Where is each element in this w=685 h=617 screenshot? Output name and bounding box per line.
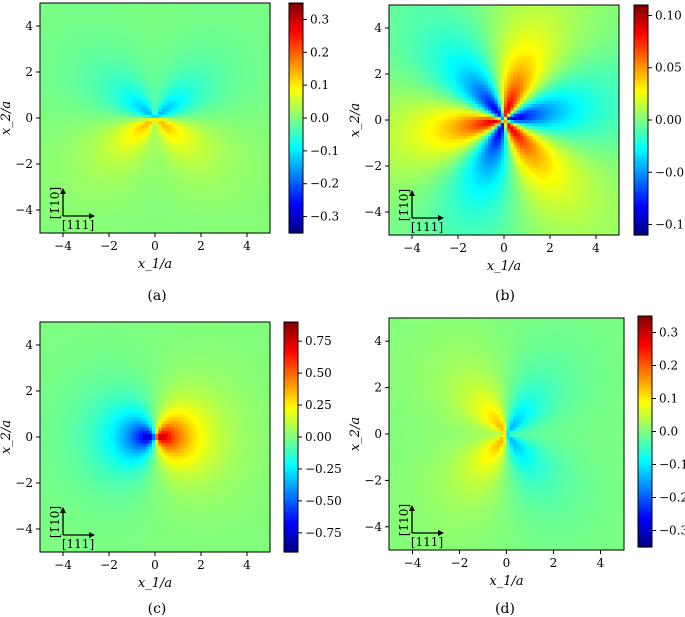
colorbar-tick-label: −0.05 <box>655 165 685 179</box>
x-tick-label: 2 <box>197 558 205 572</box>
x-axis-label: x_1/a <box>489 574 523 589</box>
panel-b: −4 −2 0 2 4−4−2024x_1/ax_2/a[1̄10][111]0.100… <box>348 5 685 304</box>
y-tick-label: 4 <box>25 338 33 352</box>
panel-c: −4 −2 0 2 4−4−2024x_1/ax_2/a[1̄10][111]0.750… <box>0 322 342 617</box>
x-tick-label: 4 <box>592 241 600 255</box>
y-axis-label: x_2/a <box>0 101 14 135</box>
colorbar-tick-label: 0.05 <box>655 61 682 75</box>
colorbar-tick-label: 0.0 <box>659 425 678 439</box>
colorbar-tick-label: −0.3 <box>310 210 339 224</box>
colorbar-tick-label: 0.10 <box>655 8 682 22</box>
orientation-vertical-label: [1̄10] <box>397 189 411 221</box>
y-axis-label: x_2/a <box>348 103 363 137</box>
y-axis-label: x_2/a <box>0 420 14 454</box>
panel-d: −4 −2 0 2 4−4−2024x_1/ax_2/a[1̄10][111]0.30.… <box>348 316 685 617</box>
colorbar-tick-label: −0.50 <box>305 494 342 508</box>
colorbar-tick-label: 0.1 <box>310 78 329 92</box>
orientation-horizontal-label: [111] <box>62 218 94 232</box>
colorbar: 0.3 0.2 0.1 0.0 −0.1 −0.2 −0.3 <box>289 3 339 234</box>
heatmap <box>389 5 620 236</box>
orientation-vertical-label: [1̄10] <box>48 187 62 219</box>
y-tick-label: 2 <box>25 384 33 398</box>
y-tick-label: −4 <box>364 520 382 534</box>
panel-caption: (b) <box>495 288 515 304</box>
heatmap <box>389 318 625 551</box>
colorbar-tick-label: 0.75 <box>305 334 332 348</box>
x-axis-label: x_1/a <box>138 576 172 591</box>
x-tick-label: 0 <box>151 239 159 253</box>
colorbar-tick-label: 0.3 <box>310 12 329 26</box>
y-tick-label: −4 <box>364 205 382 219</box>
x-tick-label: 0 <box>503 556 511 570</box>
colorbar-tick-label: −0.25 <box>305 462 342 476</box>
y-tick-label: 2 <box>25 65 33 79</box>
colorbar-tick-label: 0.00 <box>655 113 682 127</box>
x-tick-label: −2 <box>100 558 118 572</box>
colorbar-tick-label: 0.25 <box>305 398 332 412</box>
x-tick-label: 4 <box>243 239 251 253</box>
y-tick-label: 0 <box>374 427 382 441</box>
y-tick-label: 0 <box>25 430 33 444</box>
y-tick-label: −2 <box>15 157 33 171</box>
colorbar-tick-label: 0.3 <box>659 326 678 340</box>
colorbar-tick-label: 0.1 <box>659 392 678 406</box>
x-axis-label: x_1/a <box>138 257 172 272</box>
orientation-vertical-label: [1̄10] <box>397 504 411 536</box>
y-axis-label: x_2/a <box>348 417 363 451</box>
colorbar: 0.3 0.2 0.1 0.0 −0.1 −0.2 −0.3 <box>638 316 685 548</box>
colorbar-tick-label: −0.10 <box>655 218 685 232</box>
colorbar-tick-label: −0.75 <box>305 526 342 540</box>
x-tick-label: 2 <box>546 241 554 255</box>
panel-a: −4 −2 0 2 4−4−2024x_1/ax_2/a[1̄10][111]0.30.… <box>0 3 339 304</box>
orientation-horizontal-label: [111] <box>62 537 94 551</box>
x-tick-label: 4 <box>243 558 251 572</box>
y-tick-label: 0 <box>374 113 382 127</box>
x-tick-label: 2 <box>550 556 558 570</box>
orientation-horizontal-label: [111] <box>411 535 443 549</box>
orientation-horizontal-label: [111] <box>411 220 443 234</box>
y-tick-label: −4 <box>15 203 33 217</box>
y-tick-label: −2 <box>364 159 382 173</box>
y-tick-label: −4 <box>15 522 33 536</box>
colorbar-tick-label: 0.00 <box>305 430 332 444</box>
x-axis-label: x_1/a <box>487 259 521 274</box>
y-tick-label: 4 <box>374 334 382 348</box>
colorbar-tick-label: −0.2 <box>659 491 685 505</box>
x-tick-label: −2 <box>449 241 467 255</box>
colorbar-tick-label: 0.50 <box>305 366 332 380</box>
x-tick-label: −4 <box>54 558 72 572</box>
panel-caption: (c) <box>148 601 167 617</box>
y-tick-label: 2 <box>374 67 382 81</box>
x-tick-label: −4 <box>403 241 421 255</box>
colorbar-tick-label: −0.1 <box>310 144 339 158</box>
y-tick-label: 4 <box>25 19 33 33</box>
x-tick-label: −2 <box>100 239 118 253</box>
x-tick-label: −4 <box>54 239 72 253</box>
colorbar-tick-label: −0.2 <box>310 177 339 191</box>
x-tick-label: 0 <box>151 558 159 572</box>
colorbar-tick-label: 0.2 <box>310 45 329 59</box>
x-tick-label: −2 <box>451 556 469 570</box>
y-tick-label: 0 <box>25 111 33 125</box>
y-tick-label: −2 <box>15 476 33 490</box>
colorbar-tick-label: 0.2 <box>659 359 678 373</box>
panel-caption: (a) <box>147 288 166 304</box>
colorbar-tick-label: −0.1 <box>659 458 685 472</box>
x-tick-label: −4 <box>404 556 422 570</box>
heatmap <box>40 3 271 234</box>
colorbar: 0.10 0.05 0.00 −0.05 −0.10 <box>634 5 685 236</box>
y-tick-label: 4 <box>374 21 382 35</box>
y-tick-label: −2 <box>364 473 382 487</box>
y-tick-label: 2 <box>374 381 382 395</box>
colorbar: 0.75 0.50 0.25 0.00 −0.25 −0.50 −0.75 <box>284 322 342 553</box>
panel-caption: (d) <box>495 601 515 617</box>
x-tick-label: 4 <box>597 556 605 570</box>
heatmap <box>40 322 271 553</box>
x-tick-label: 2 <box>197 239 205 253</box>
orientation-vertical-label: [1̄10] <box>48 506 62 538</box>
colorbar-tick-label: 0.0 <box>310 111 329 125</box>
colorbar-tick-label: −0.3 <box>659 524 685 538</box>
x-tick-label: 0 <box>500 241 508 255</box>
